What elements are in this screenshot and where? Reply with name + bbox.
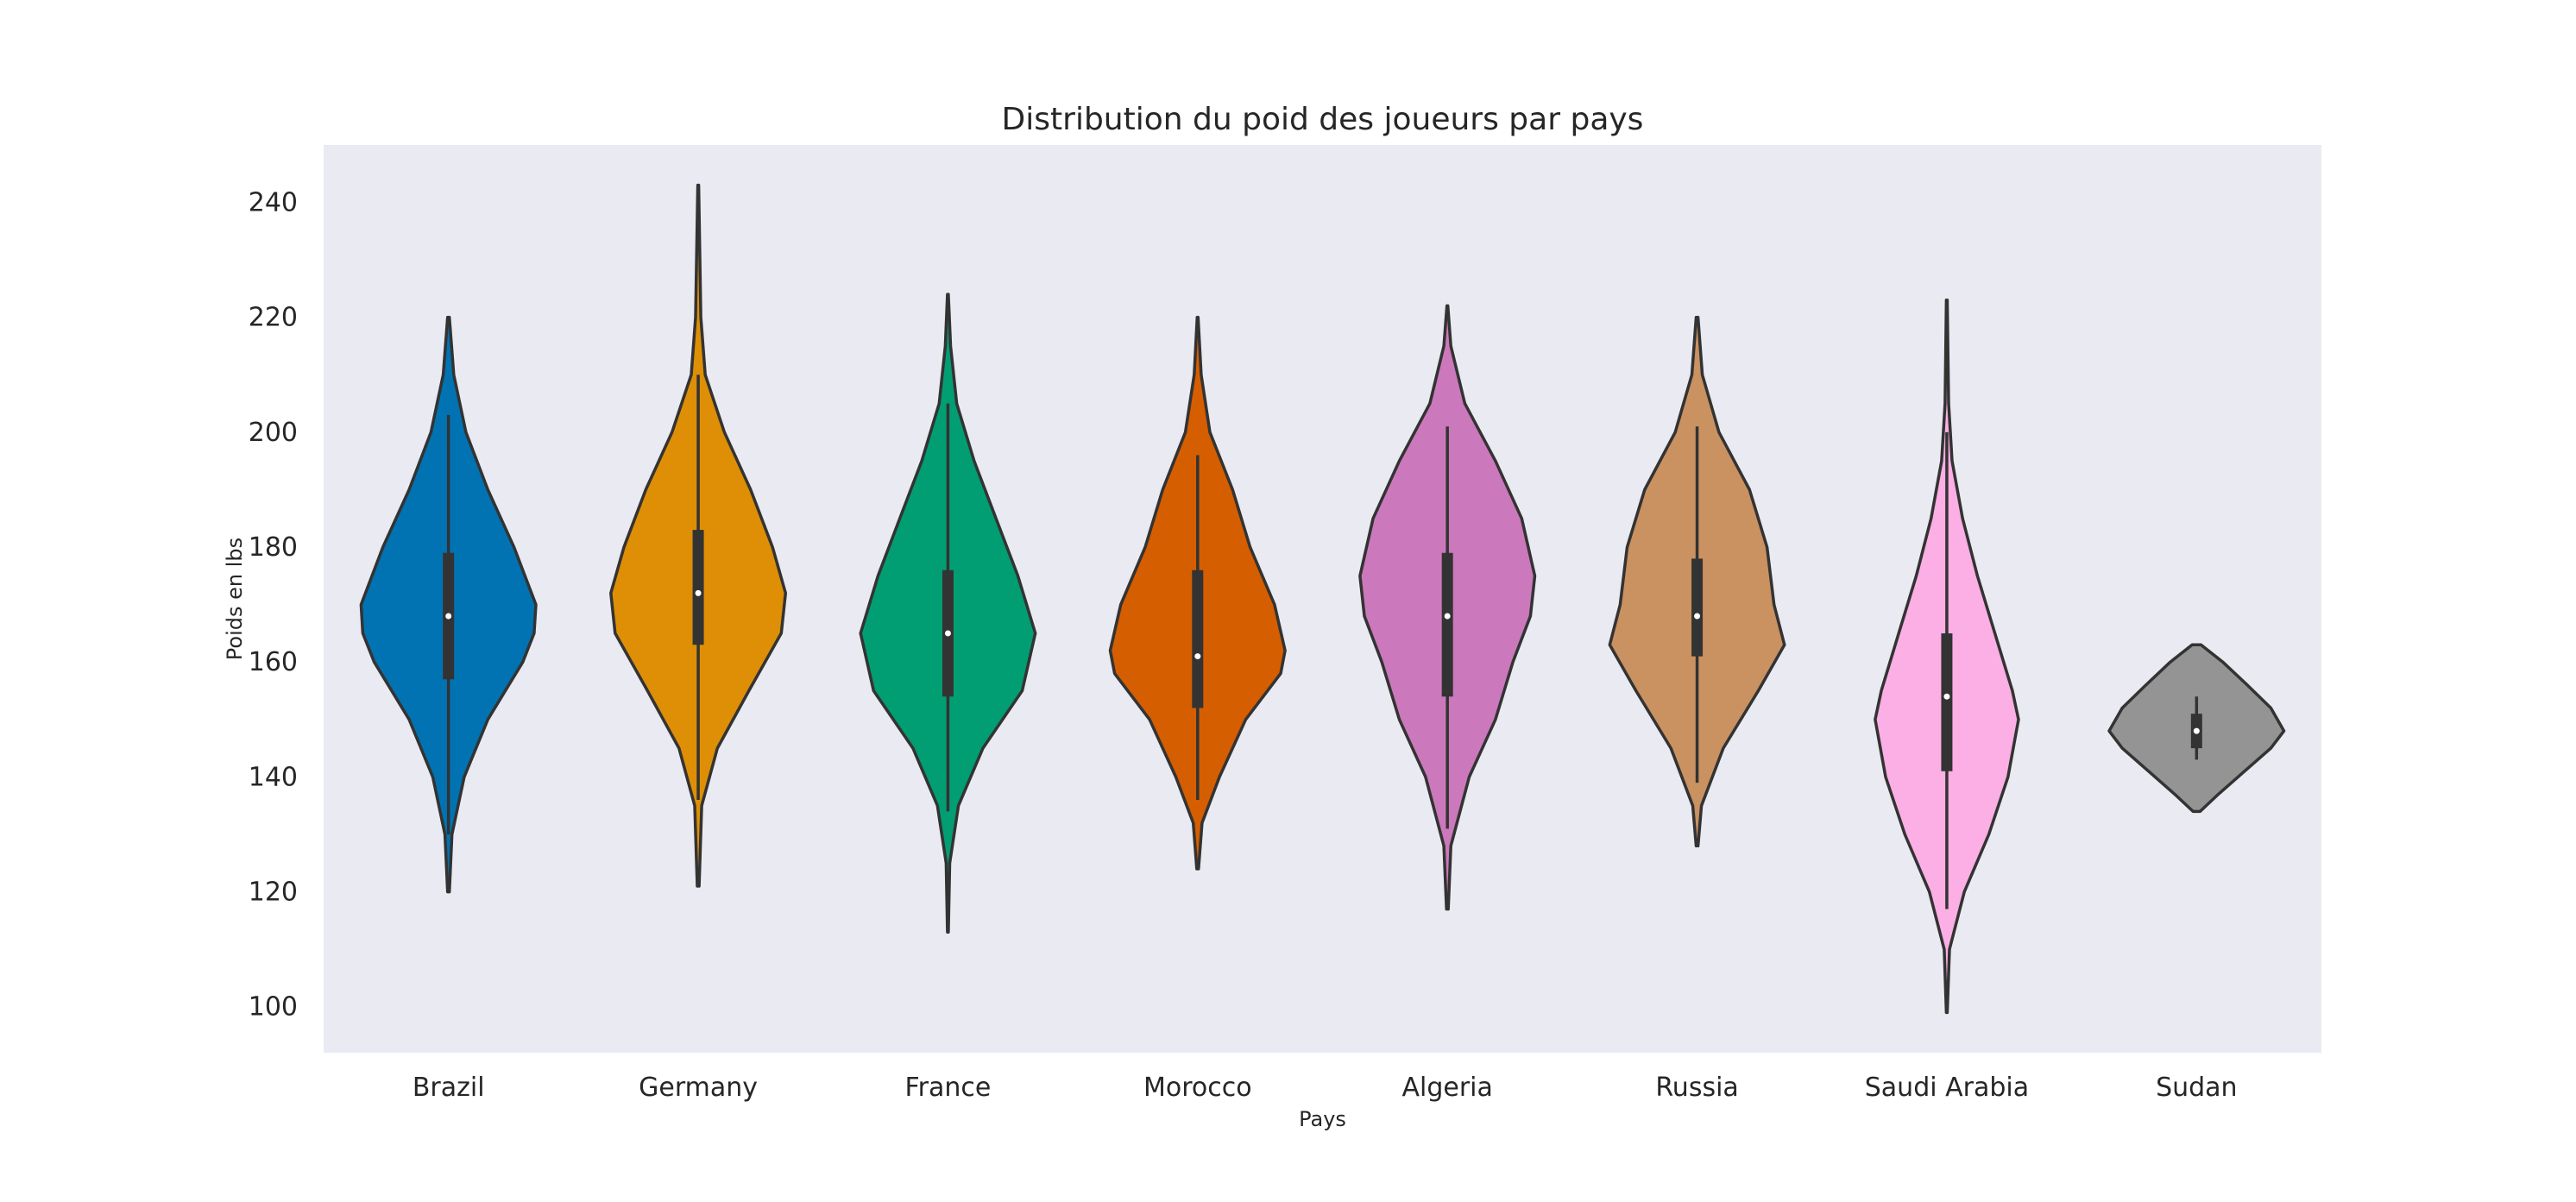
y-tick-label: 100 xyxy=(249,992,298,1023)
violin-median-point xyxy=(944,630,951,637)
violin-median-point xyxy=(1694,613,1701,620)
violin-saudi-arabia xyxy=(1874,299,2020,1015)
y-axis-label: Poids en lbs xyxy=(223,538,247,660)
chart-title: Distribution du poid des joueurs par pay… xyxy=(1002,102,1644,137)
violin-russia xyxy=(1608,315,1786,848)
y-axis: 100 120 140 160 180 200 220 240 xyxy=(249,188,298,1023)
violin-brazil xyxy=(359,315,538,894)
x-tick-label: Algeria xyxy=(1401,1073,1492,1103)
violin-median-point xyxy=(1194,653,1201,660)
x-axis-label: Pays xyxy=(1299,1107,1346,1131)
y-tick-label: 120 xyxy=(249,878,298,908)
x-tick-label: Germany xyxy=(639,1073,758,1103)
y-tick-label: 140 xyxy=(249,762,298,792)
x-tick-label: Brazil xyxy=(413,1073,485,1103)
x-tick-label: Sudan xyxy=(2156,1073,2238,1103)
y-tick-label: 240 xyxy=(249,188,298,218)
y-tick-label: 220 xyxy=(249,303,298,333)
violin-germany xyxy=(609,183,788,888)
x-tick-label: France xyxy=(905,1073,992,1103)
violin-median-point xyxy=(695,589,702,596)
violin-sudan xyxy=(2107,643,2286,814)
violin-median-point xyxy=(2193,727,2200,734)
violin-france xyxy=(859,293,1037,934)
violin-median-point xyxy=(1943,693,1950,700)
y-tick-label: 180 xyxy=(249,532,298,563)
violin-median-point xyxy=(1444,613,1451,620)
violin-algeria xyxy=(1358,304,1537,911)
x-tick-label: Russia xyxy=(1655,1073,1739,1103)
y-tick-label: 160 xyxy=(249,647,298,677)
y-tick-label: 200 xyxy=(249,418,298,448)
violin-median-point xyxy=(445,613,452,620)
x-tick-label: Morocco xyxy=(1143,1073,1252,1103)
violins-group xyxy=(359,183,2286,1015)
violin-morocco xyxy=(1108,315,1287,871)
x-tick-label: Saudi Arabia xyxy=(1865,1073,2029,1103)
x-axis: Brazil Germany France Morocco Algeria Russia S… xyxy=(413,1073,2238,1103)
